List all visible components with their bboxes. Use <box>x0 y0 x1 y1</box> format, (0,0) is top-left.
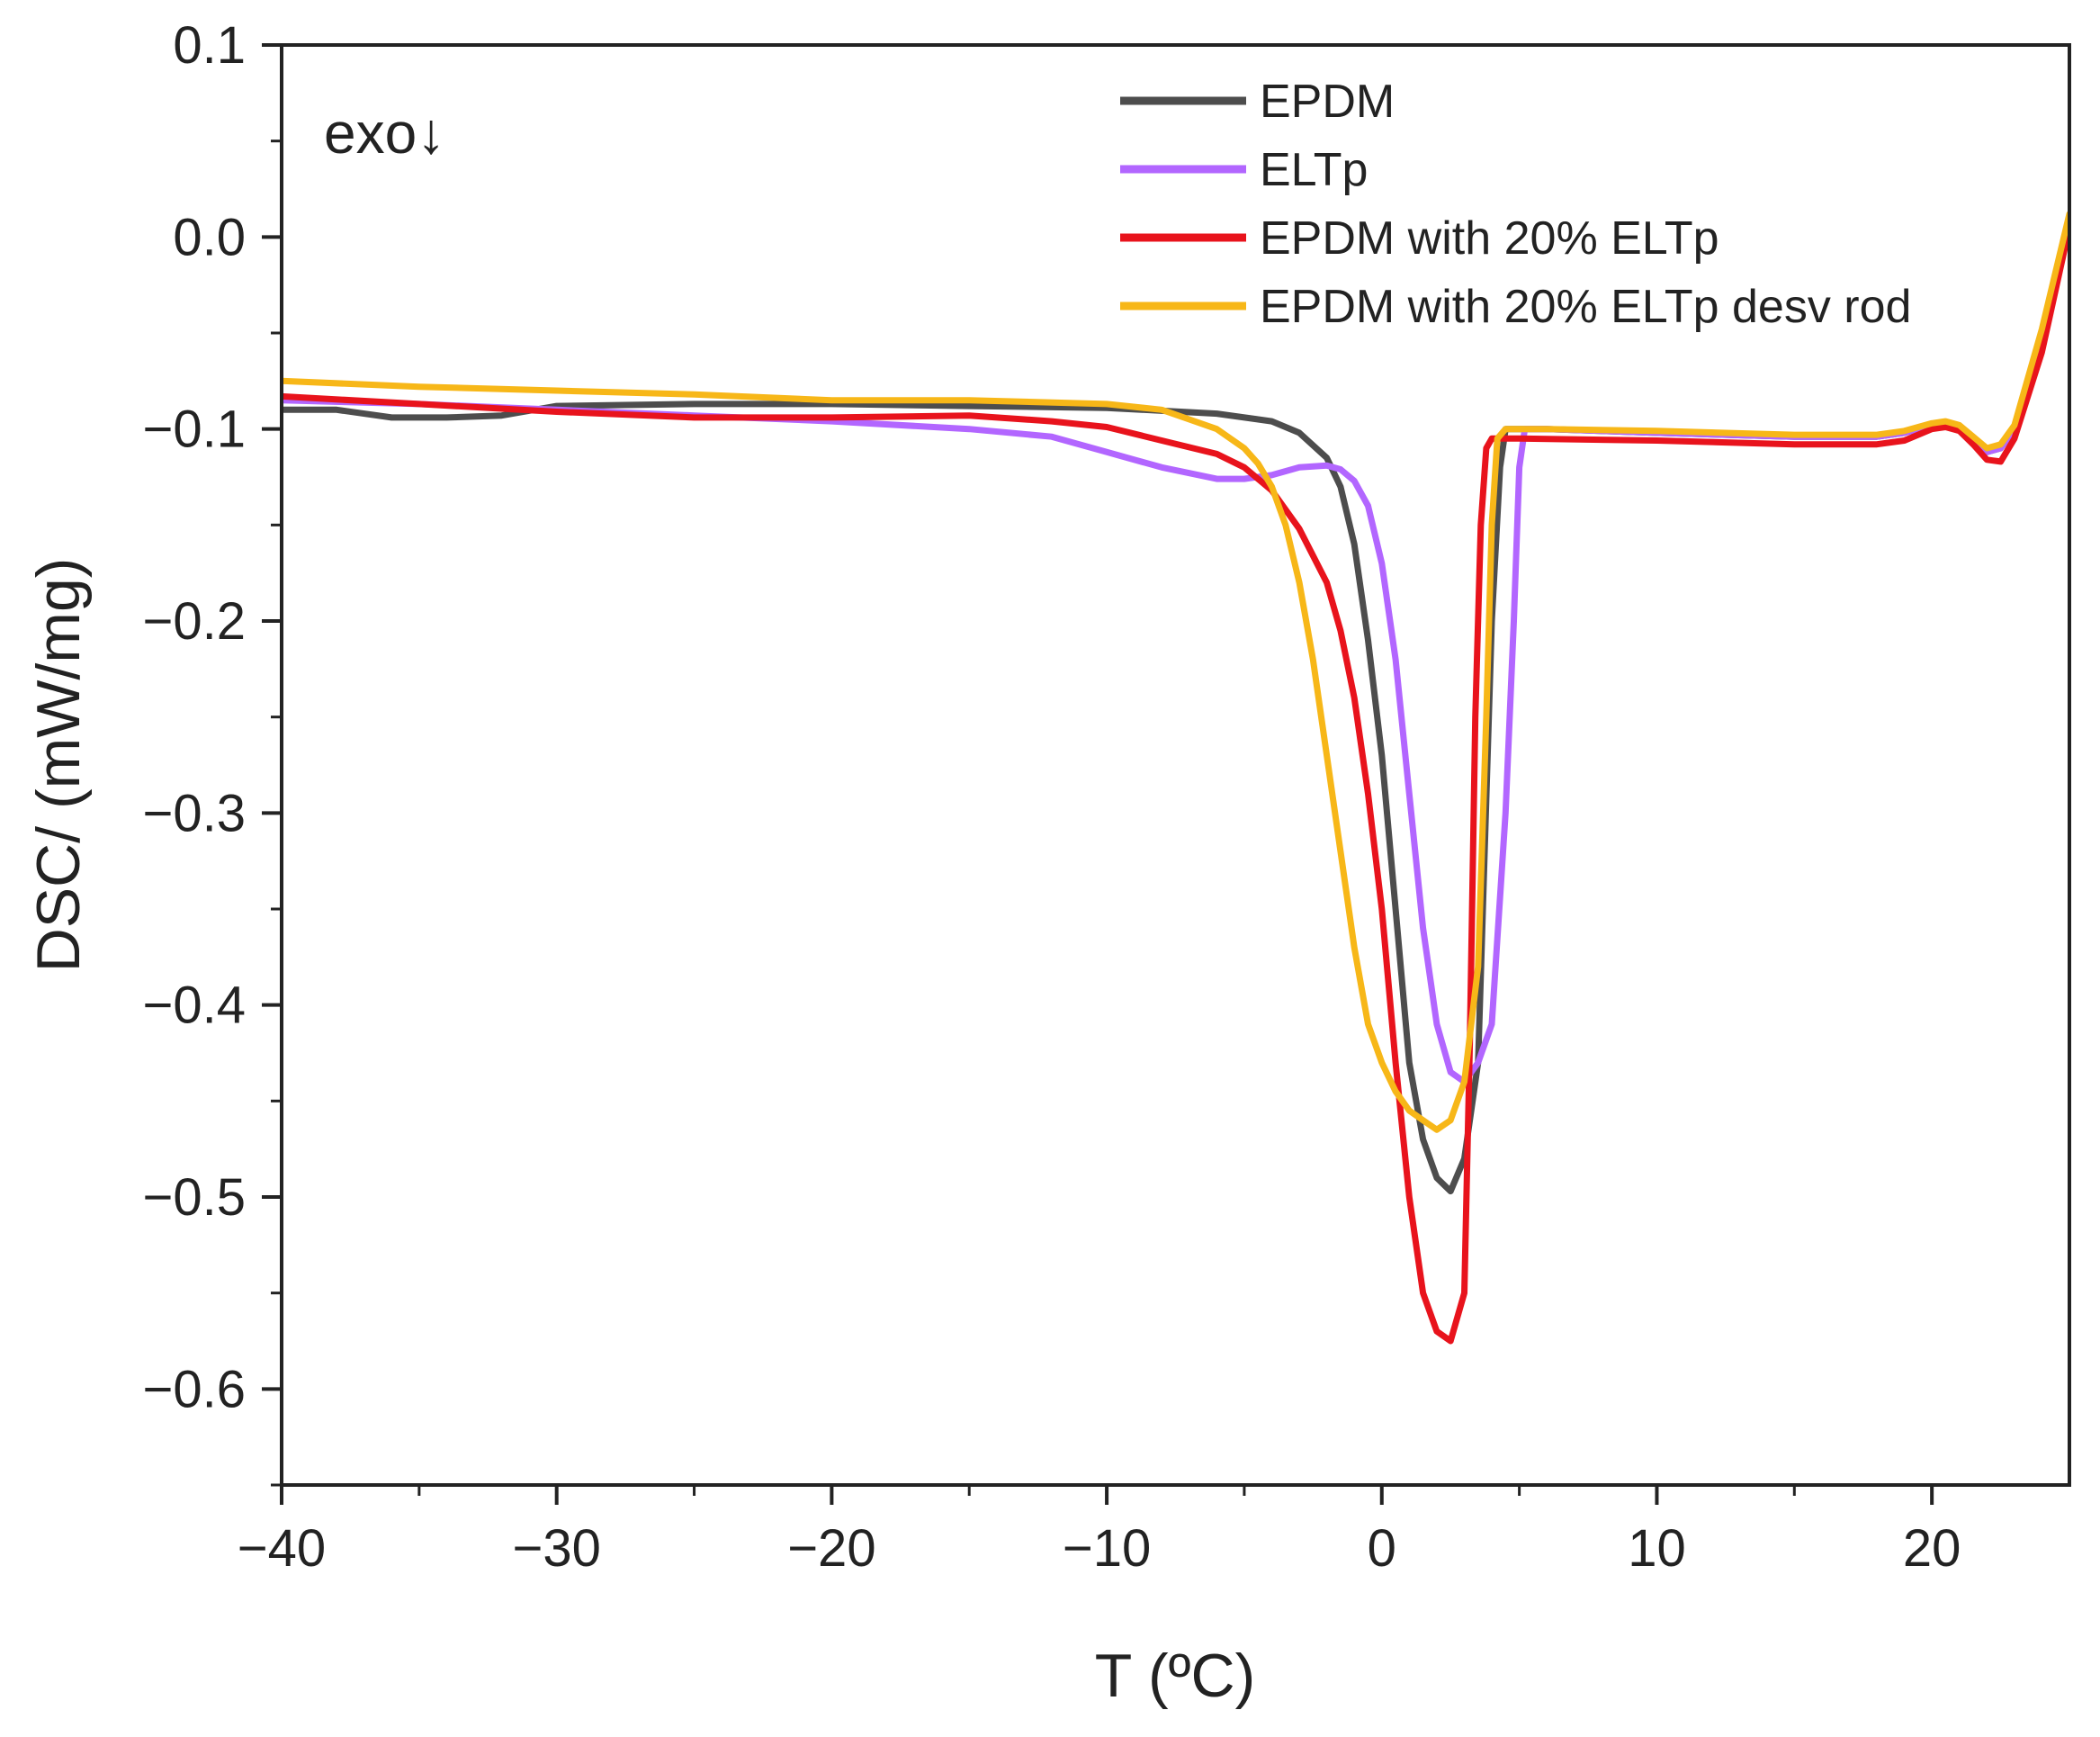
x-tick-label: 0 <box>1368 1519 1396 1578</box>
plot-lines <box>282 211 2069 1345</box>
series-line-epdm-with-20-eltp-desv-rod <box>282 211 2069 1133</box>
exo-annotation: exo↓ <box>324 101 445 166</box>
x-tick-label: −40 <box>238 1519 326 1578</box>
tick-labels: −40 −30 −20 −10 0 10 20 0.1 0.0 −0.1 −0.2 −0.3 −0.4 −… <box>143 16 1961 1578</box>
x-tick-label: 20 <box>1903 1519 1961 1578</box>
ticks <box>262 43 1934 1505</box>
y-axis-title: DSC/ (mW/mg) <box>24 558 93 973</box>
legend-label-eltp: ELTp <box>1260 144 1368 196</box>
y-tick-label: −0.3 <box>143 784 247 842</box>
y-tick-label: −0.4 <box>143 976 247 1035</box>
legend-label-epdm-with-20-eltp: EPDM with 20% ELTp <box>1260 212 1719 265</box>
y-tick-label: −0.6 <box>143 1360 247 1418</box>
x-tick-label: −10 <box>1063 1519 1151 1578</box>
plot-frame <box>280 43 2071 1487</box>
x-tick-label: 10 <box>1628 1519 1686 1578</box>
y-tick-label: 0.0 <box>173 208 246 266</box>
legend-label-epdm: EPDM <box>1260 76 1395 128</box>
x-tick-label: −30 <box>512 1519 600 1578</box>
series-line-epdm-with-20-eltp <box>282 224 2069 1345</box>
legend-label-epdm-with-20-eltp-desv-rod: EPDM with 20% ELTp desv rod <box>1260 281 1911 333</box>
y-tick-label: −0.5 <box>143 1168 247 1227</box>
legend: EPDM ELTp EPDM with 20% ELTp EPDM with 20% … <box>1120 76 1911 333</box>
x-axis-title: T (ºC) <box>1095 1642 1255 1710</box>
x-tick-label: −20 <box>787 1519 875 1578</box>
y-tick-label: 0.1 <box>173 16 246 75</box>
y-tick-label: −0.1 <box>143 400 247 459</box>
y-tick-label: −0.2 <box>143 592 247 651</box>
